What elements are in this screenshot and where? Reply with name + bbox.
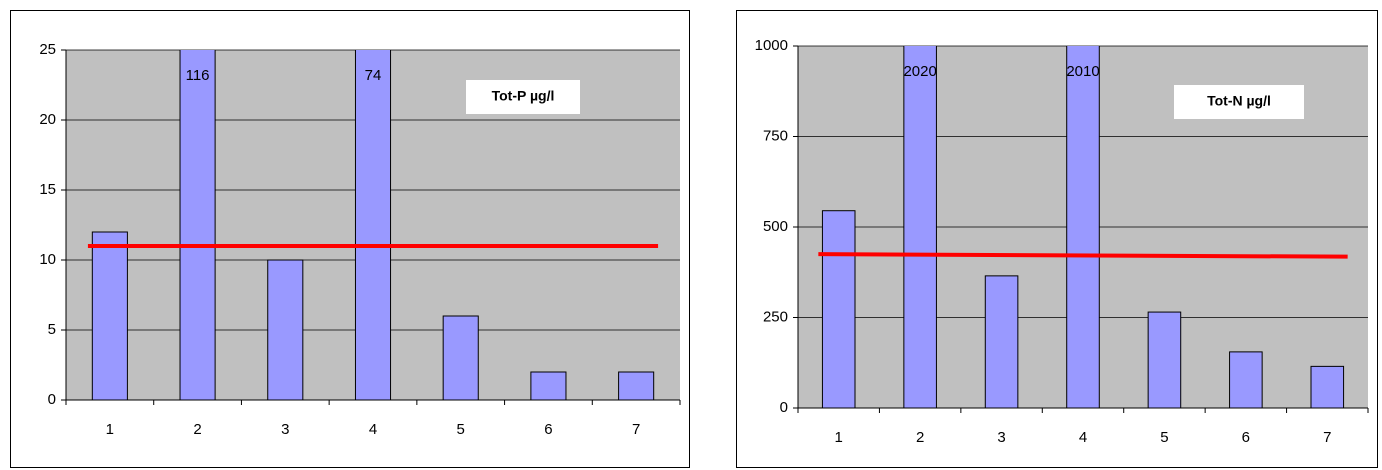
x-tick-label: 4 [1079,429,1087,446]
x-tick-label: 7 [1323,429,1331,446]
bar [903,46,937,408]
x-tick-label: 1 [106,421,114,438]
y-tick-label: 250 [763,308,788,325]
y-tick-label: 500 [763,218,788,235]
value-label: 116 [186,67,210,84]
bar [618,371,655,400]
y-tick-label: 0 [48,391,56,408]
y-tick-label: 25 [39,41,56,58]
value-label: 2010 [1066,63,1099,80]
value-label: 2020 [903,63,936,80]
bar [179,50,216,400]
chart: 0 5 10 15 20 25 1 2 116 3 4 74 5 6 7 Tot-P µg/l [39,41,681,438]
bars [91,50,655,400]
x-tick-label: 6 [1242,429,1250,446]
bar [821,210,856,408]
x-tick-label: 3 [997,429,1005,446]
y-tick-label: 15 [39,181,56,198]
chart: 0 250 500 750 1000 1 2 2020 3 4 2010 5 6 7 Tot-N µg/l [755,37,1369,446]
bars [821,46,1345,408]
bar [1229,351,1263,408]
bar [1310,365,1345,408]
y-tick-label: 10 [39,251,56,268]
x-tick-label: 3 [281,421,289,438]
annotation: Tot-P µg/l [492,88,555,104]
y-tick-label: 0 [780,399,788,416]
annotation-box [1174,85,1304,119]
annotation: Tot-N µg/l [1207,93,1271,109]
y-tick-label: 750 [763,127,788,144]
bar [91,231,128,400]
x-tick-label: 2 [916,429,924,446]
bar [1066,46,1100,408]
bar [267,259,304,400]
value-label: 74 [365,67,382,84]
y-tick-label: 20 [39,111,56,128]
x-tick-label: 7 [632,421,640,438]
bar [984,275,1019,408]
x-tick-label: 2 [193,421,201,438]
x-tick-label: 6 [544,421,552,438]
x-tick-label: 5 [1160,429,1168,446]
reference-line [818,252,1348,259]
x-tick-label: 5 [457,421,465,438]
x-tick-label: 4 [369,421,377,438]
annotation-box [466,80,580,114]
y-tick-label: 5 [48,321,56,338]
bar [530,371,567,400]
bar [1147,311,1182,408]
y-tick-label: 1000 [755,37,788,54]
bar [354,50,392,400]
bar [442,315,479,400]
x-tick-label: 1 [835,429,843,446]
